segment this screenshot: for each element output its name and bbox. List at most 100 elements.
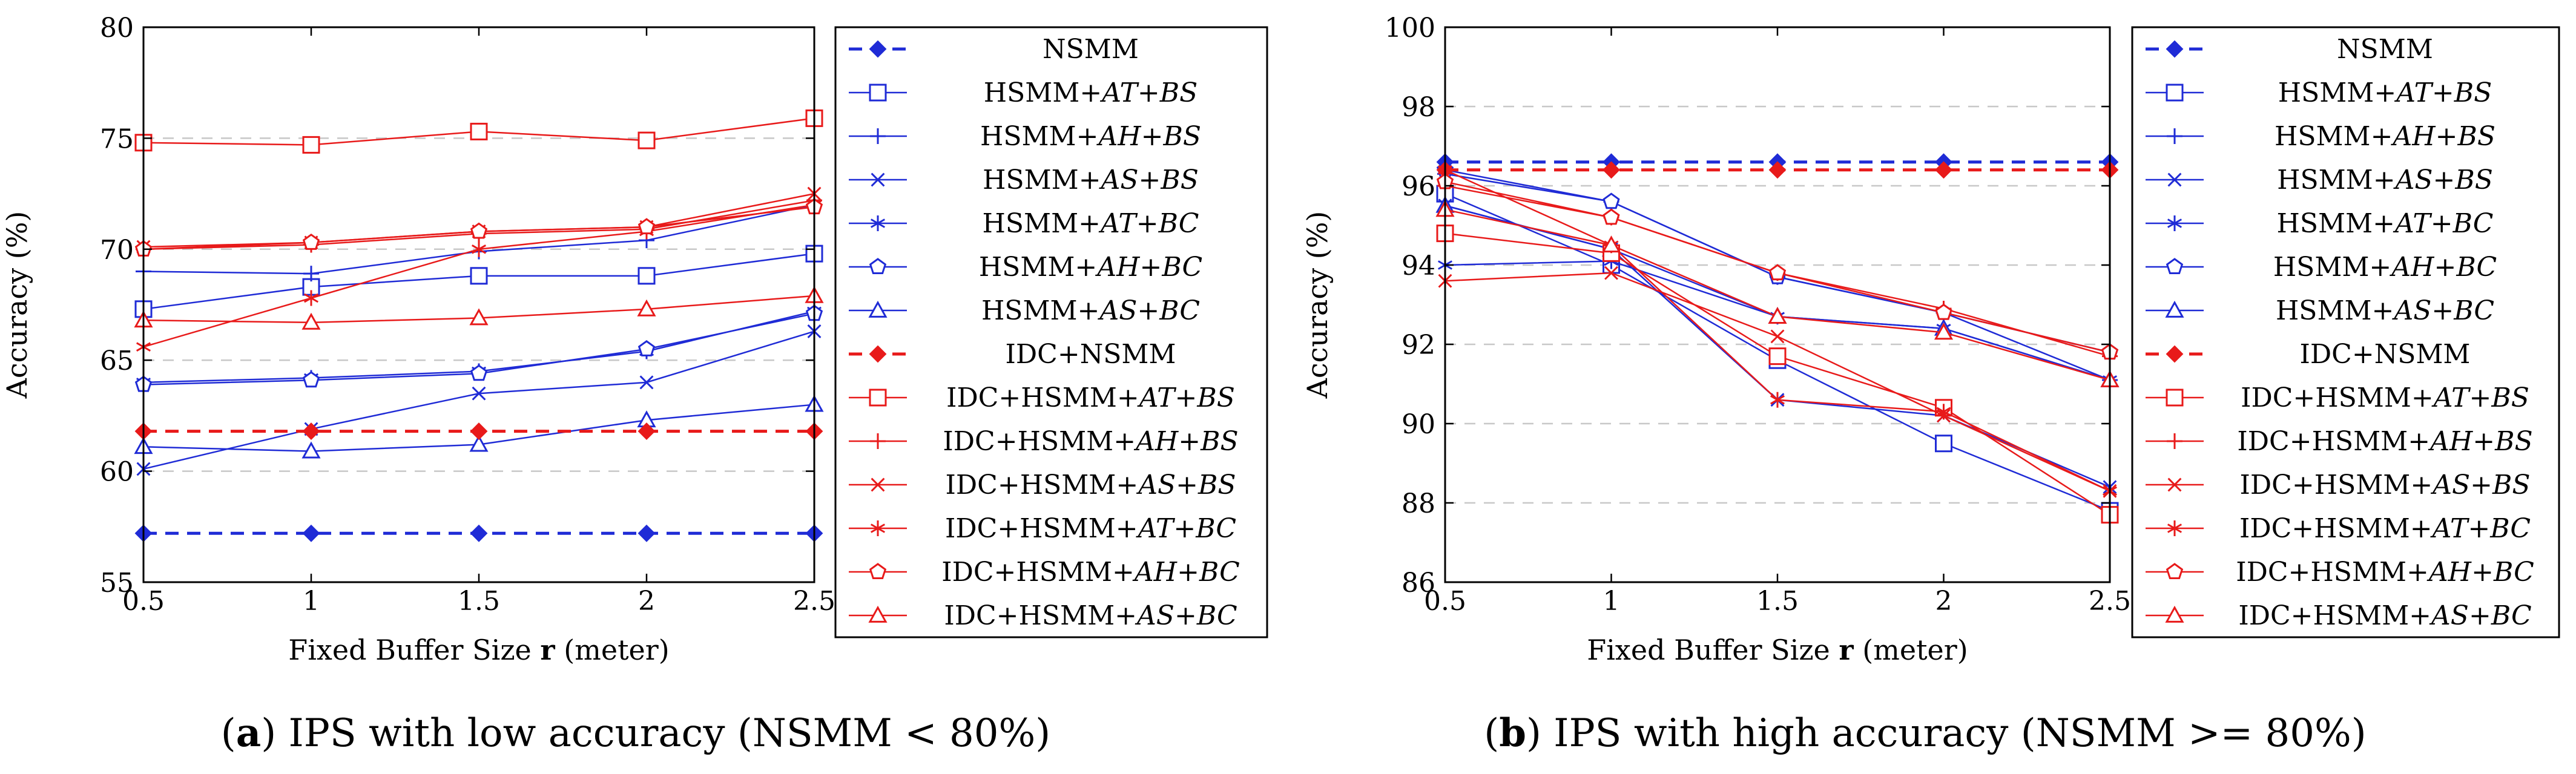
panel-a-legend-label: NSMM bbox=[1043, 34, 1139, 65]
panel-a-point-idc-hsmm-at-bs bbox=[302, 136, 320, 154]
panel-a-series-hsmm-ah-bc bbox=[134, 304, 823, 392]
panel-a-point-idc-hsmm-ah-bc bbox=[302, 233, 320, 250]
panel-b-point-hsmm-at-bs bbox=[1935, 435, 1952, 453]
panel-b-legend-marker bbox=[2167, 477, 2182, 492]
panel-b-y-tick-label: 86 bbox=[1402, 568, 1435, 599]
panel-a-legend-entry-hsmm-at-bs: HSMM+AT+BS bbox=[849, 77, 1197, 108]
panel-a-legend-entry-idc-nsmm: IDC+NSMM bbox=[849, 339, 1176, 370]
panel-b-point-idc-hsmm-as-bc bbox=[1601, 235, 1621, 253]
panel-a-legend-marker bbox=[869, 345, 887, 363]
panel-b-legend-entry-idc-hsmm-at-bc: IDC+HSMM+AT+BC bbox=[2146, 513, 2531, 544]
panel-a-legend: NSMM HSMM+AT+BS HSMM+AH+BS HSMM+AS+BS HSMM+A… bbox=[834, 26, 1268, 638]
panel-a-point-hsmm-as-bs bbox=[472, 386, 486, 401]
panel-b-legend-entry-hsmm-at-bc: HSMM+AT+BC bbox=[2146, 208, 2493, 239]
panel-a-point-hsmm-as-bs bbox=[639, 375, 654, 390]
panel-a-point-nsmm bbox=[470, 524, 488, 542]
panel-a-legend-marker bbox=[870, 520, 886, 536]
panel-a-y-tick-label: 55 bbox=[100, 568, 134, 599]
panel-b-point-idc-hsmm-ah-bc bbox=[1603, 208, 1620, 225]
panel-b-legend-label: IDC+HSMM+AS+BS bbox=[2240, 470, 2531, 500]
panel-a-point-idc-hsmm-as-bc bbox=[469, 308, 489, 326]
panel-b-legend-marker bbox=[2167, 128, 2182, 144]
panel-a-legend-entry-hsmm-as-bc: HSMM+AS+BC bbox=[849, 295, 1200, 326]
panel-b-legend-entry-nsmm: NSMM bbox=[2146, 34, 2433, 65]
panel-a-y-tick-label: 70 bbox=[100, 235, 134, 266]
panel-b-legend-marker bbox=[2165, 605, 2184, 623]
panel-b-legend-marker bbox=[2166, 389, 2184, 407]
panel-b-legend-label: HSMM+AH+BS bbox=[2275, 121, 2495, 152]
panel-a-legend-entry-idc-hsmm-as-bs: IDC+HSMM+AS+BS bbox=[849, 470, 1236, 500]
panel-a-point-hsmm-at-bs bbox=[470, 267, 488, 285]
panel-a-legend-entry-idc-hsmm-ah-bs: IDC+HSMM+AH+BS bbox=[849, 426, 1239, 457]
panel-a-point-idc-hsmm-as-bc bbox=[301, 312, 321, 330]
panel-a-y-tick-label: 80 bbox=[100, 13, 134, 44]
panel-a-legend-label: HSMM+AT+BC bbox=[983, 208, 1199, 239]
panel-b-legend-entry-hsmm-ah-bc: HSMM+AH+BC bbox=[2146, 252, 2497, 283]
panel-b-legend-marker bbox=[2166, 563, 2184, 580]
panel-a-point-idc-hsmm-at-bc bbox=[471, 241, 487, 257]
panel-b-y-tick-label: 100 bbox=[1385, 13, 1435, 44]
panel-b-point-hsmm-ah-bc bbox=[1603, 192, 1620, 209]
panel-a-legend-marker bbox=[868, 605, 888, 623]
panel-b-point-idc-nsmm bbox=[1603, 161, 1620, 179]
panel-b-point-idc-hsmm-at-bs bbox=[1768, 347, 1787, 366]
panel-b-series-idc-hsmm-ah-bc bbox=[1436, 172, 2119, 360]
panel-a-caption: (a) IPS with low accuracy (NSMM < 80%) bbox=[221, 710, 1051, 756]
panel-a-x-tick-label: 1 bbox=[303, 586, 320, 617]
panel-b-x-tick-label: 2.5 bbox=[2089, 586, 2131, 617]
panel-a-legend-marker bbox=[871, 477, 885, 492]
panel-a-legend-marker bbox=[869, 40, 887, 58]
panel-a-legend-box bbox=[834, 26, 1268, 638]
panel-b-legend-marker bbox=[2166, 40, 2184, 58]
panel-a-legend-label: IDC+HSMM+AS+BS bbox=[946, 470, 1236, 500]
panel-b-legend-label: IDC+HSMM+AH+BS bbox=[2237, 426, 2532, 457]
panel-b-x-tick-label: 0.5 bbox=[1424, 586, 1466, 617]
panel-a-legend-entry-idc-hsmm-as-bc: IDC+HSMM+AS+BC bbox=[849, 600, 1237, 631]
panel-b-y-tick-label: 98 bbox=[1402, 92, 1435, 123]
panel-a-legend-entry-idc-hsmm-ah-bc: IDC+HSMM+AH+BC bbox=[849, 557, 1240, 588]
panel-b-legend-label: HSMM+AT+BC bbox=[2277, 208, 2494, 239]
panel-b-point-idc-hsmm-as-bs bbox=[1770, 329, 1785, 344]
panel-b-point-idc-hsmm-at-bc bbox=[1770, 392, 1785, 408]
panel-a-legend-marker bbox=[869, 563, 887, 580]
panel-b-legend-label: HSMM+AT+BS bbox=[2278, 77, 2492, 108]
panel-a-legend-marker bbox=[870, 433, 886, 449]
panel-b-legend-marker bbox=[2167, 215, 2182, 231]
panel-a-legend-entry-nsmm: NSMM bbox=[849, 34, 1139, 65]
panel-b-point-idc-hsmm-ah-bc bbox=[1935, 303, 1952, 320]
panel-a-x-tick-label: 1.5 bbox=[458, 586, 500, 617]
panel-b-legend: NSMM HSMM+AT+BS HSMM+AH+BS HSMM+AS+BS HSMM+A… bbox=[2131, 26, 2560, 638]
panel-b-chart: 86 88 90 92 94 96 98 100 0.5 1 1.5 2 2.5 Fixed Buffer… bbox=[1301, 13, 2560, 756]
panel-a-legend-marker bbox=[870, 215, 886, 231]
panel-b-y-tick-label: 88 bbox=[1402, 488, 1435, 519]
panel-b-point-idc-hsmm-as-bc bbox=[1768, 307, 1787, 324]
panel-b-legend-marker bbox=[2165, 300, 2184, 318]
panel-a-legend-marker bbox=[870, 128, 886, 144]
panel-a-point-idc-hsmm-at-bs bbox=[470, 122, 488, 140]
panel-b-legend-label: HSMM+AS+BC bbox=[2276, 295, 2494, 326]
panel-b-point-idc-hsmm-as-bs bbox=[1604, 266, 1618, 280]
panel-a-point-hsmm-ah-bs bbox=[303, 266, 319, 282]
panel-b-y-tick-label: 96 bbox=[1402, 171, 1435, 202]
panel-b-point-idc-hsmm-ah-bc bbox=[1768, 264, 1787, 281]
panel-b-legend-marker bbox=[2166, 345, 2184, 363]
panel-a-legend-label: IDC+HSMM+AH+BS bbox=[943, 426, 1238, 457]
panel-a-x-axis-label: Fixed Buffer Size r (meter) bbox=[288, 634, 669, 666]
panel-a-point-idc-hsmm-at-bs bbox=[637, 131, 656, 149]
panel-a-legend-label: HSMM+AH+BS bbox=[980, 121, 1201, 152]
panel-b-legend-label: IDC+HSMM+AT+BS bbox=[2241, 382, 2529, 413]
panel-b-legend-entry-idc-hsmm-ah-bc: IDC+HSMM+AH+BC bbox=[2146, 557, 2534, 588]
panel-a-y-tick-label: 75 bbox=[100, 123, 134, 154]
panel-b-point-idc-nsmm bbox=[1935, 161, 1952, 179]
panel-a-legend-label: IDC+HSMM+AT+BS bbox=[946, 382, 1235, 413]
panel-b-point-idc-hsmm-at-bc bbox=[1936, 404, 1951, 420]
panel-a-legend-label: IDC+HSMM+AH+BC bbox=[941, 557, 1240, 588]
panel-b-legend-marker bbox=[2166, 84, 2184, 102]
panel-b-legend-entry-hsmm-as-bs: HSMM+AS+BS bbox=[2146, 165, 2493, 195]
panel-a-legend-entry-hsmm-ah-bs: HSMM+AH+BS bbox=[849, 121, 1201, 152]
panel-b-legend-label: HSMM+AS+BS bbox=[2277, 165, 2493, 195]
panel-a-legend-label: HSMM+AS+BC bbox=[981, 295, 1200, 326]
panel-a-legend-marker bbox=[869, 389, 887, 407]
panel-a-point-idc-hsmm-ah-bc bbox=[637, 218, 656, 235]
panel-b-x-tick-label: 1.5 bbox=[1756, 586, 1799, 617]
